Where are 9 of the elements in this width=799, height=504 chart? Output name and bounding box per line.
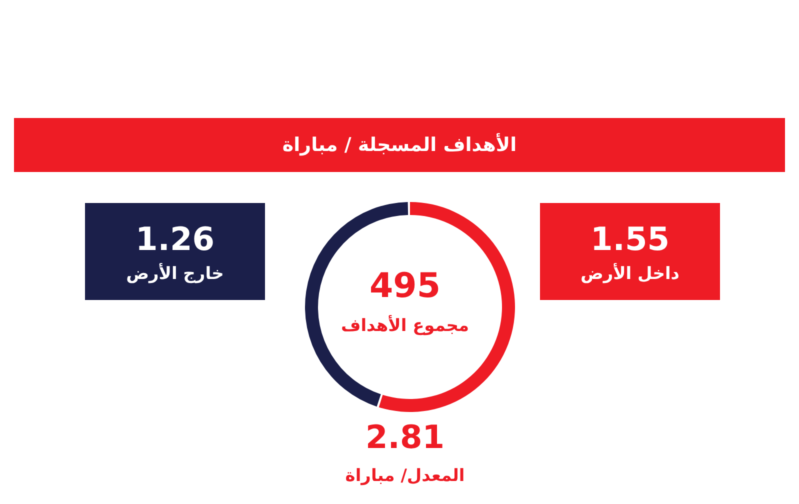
text: المعدل/ مباراة xyxy=(344,466,466,486)
text: مجموع الأهداف xyxy=(340,316,470,336)
data-label: 1.55 xyxy=(590,220,670,258)
text: 2.81 xyxy=(364,418,446,456)
slice-label: خارج الأرض xyxy=(126,264,224,284)
slice-label: داخل الأرض xyxy=(580,264,680,284)
data-label: 1.26 xyxy=(136,220,214,258)
chart-title: الأهداف المسجلة / مباراة xyxy=(14,118,785,172)
text: 495 xyxy=(368,266,442,306)
